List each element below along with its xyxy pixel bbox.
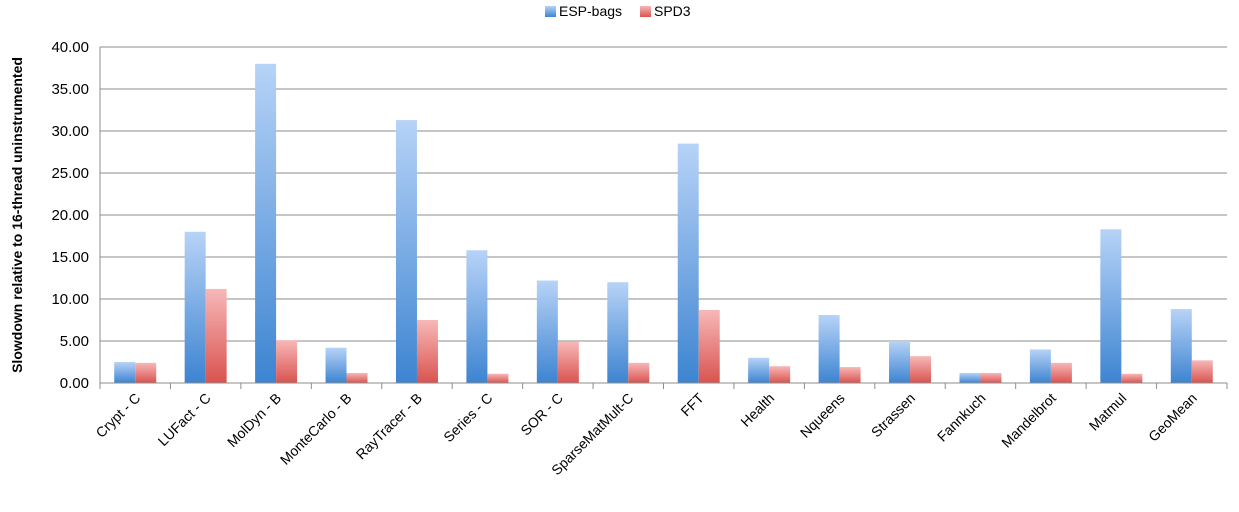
x-tick-label: Nqueens (797, 390, 848, 441)
y-tick-label: 20.00 (51, 207, 89, 224)
bar-spd3 (205, 288, 227, 383)
bar-esp-bags (395, 120, 417, 383)
bar-esp-bags (255, 63, 277, 384)
bar-esp-bags (466, 250, 488, 383)
x-tick-label: Mandelbrot (998, 390, 1059, 451)
bar-esp-bags (818, 314, 840, 383)
x-tick-label: MolDyn - B (224, 390, 284, 450)
bar-esp-bags (607, 282, 629, 383)
x-tick-label: Matmul (1086, 390, 1130, 434)
bar-spd3 (487, 373, 509, 383)
gridlines (100, 46, 1227, 342)
bar-esp-bags (325, 347, 347, 383)
bar-esp-bags (114, 362, 136, 383)
bar-esp-bags (889, 341, 911, 383)
x-tick-label: FFT (677, 389, 707, 419)
bar-spd3 (769, 366, 791, 383)
legend-swatch-spd3 (640, 6, 651, 17)
y-tick-label: 0.00 (60, 375, 89, 392)
legend-label-spd3: SPD3 (654, 3, 691, 19)
bar-esp-bags (677, 143, 699, 383)
x-tick-label: Series - C (440, 390, 495, 445)
x-tick-label: Crypt - C (92, 390, 143, 441)
bar-spd3 (839, 367, 861, 383)
bar-spd3 (557, 341, 579, 383)
x-tick-label: Health (737, 390, 777, 430)
y-tick-label: 15.00 (51, 249, 89, 266)
y-tick-label: 30.00 (51, 123, 89, 140)
y-tick-label: 10.00 (51, 291, 89, 308)
bar-spd3 (1121, 373, 1143, 383)
x-tick-label: Strassen (868, 390, 918, 440)
bar-esp-bags (1029, 349, 1051, 383)
y-tick-label: 5.00 (60, 333, 89, 350)
bar-spd3 (980, 372, 1002, 383)
bar-esp-bags (1100, 229, 1122, 383)
x-axis-labels: Crypt - C LUFact - C MolDyn - BMonteCarlo … (92, 389, 1199, 478)
x-tick-label: RayTracer - B (353, 390, 426, 463)
x-tick-label: SOR - C (517, 390, 566, 439)
bars (114, 63, 1213, 384)
bar-esp-bags (184, 231, 206, 383)
y-tick-label: 40.00 (51, 39, 89, 56)
x-tick-label: Fannkuch (934, 390, 989, 445)
x-tick-label: MonteCarlo - B (277, 390, 355, 468)
bar-esp-bags (959, 372, 981, 383)
bar-esp-bags (1170, 309, 1192, 383)
bar-spd3 (346, 372, 368, 383)
y-tick-label: 35.00 (51, 81, 89, 98)
bar-spd3 (1191, 360, 1213, 383)
bar-spd3 (628, 362, 650, 383)
bar-spd3 (698, 309, 720, 383)
legend: ESP-bags SPD3 (545, 3, 691, 19)
y-axis-label: Slowdown relative to 16-thread uninstrum… (9, 57, 25, 373)
legend-swatch-esp-bags (545, 6, 556, 17)
x-tick-label: LUFact - C (155, 390, 214, 449)
bar-spd3 (135, 362, 157, 383)
legend-label-esp-bags: ESP-bags (559, 3, 622, 19)
x-axis (99, 47, 1228, 389)
bar-spd3 (276, 340, 298, 383)
bar-esp-bags (536, 280, 558, 383)
y-axis-ticks: 0.00 5.00 10.00 15.00 20.00 25.00 30.00 35.00 40… (51, 39, 89, 392)
bar-spd3 (416, 320, 438, 383)
bar-spd3 (1050, 362, 1072, 383)
x-tick-label: GeoMean (1145, 390, 1200, 445)
bar-spd3 (910, 356, 932, 383)
y-tick-label: 25.00 (51, 165, 89, 182)
bar-esp-bags (748, 357, 770, 383)
